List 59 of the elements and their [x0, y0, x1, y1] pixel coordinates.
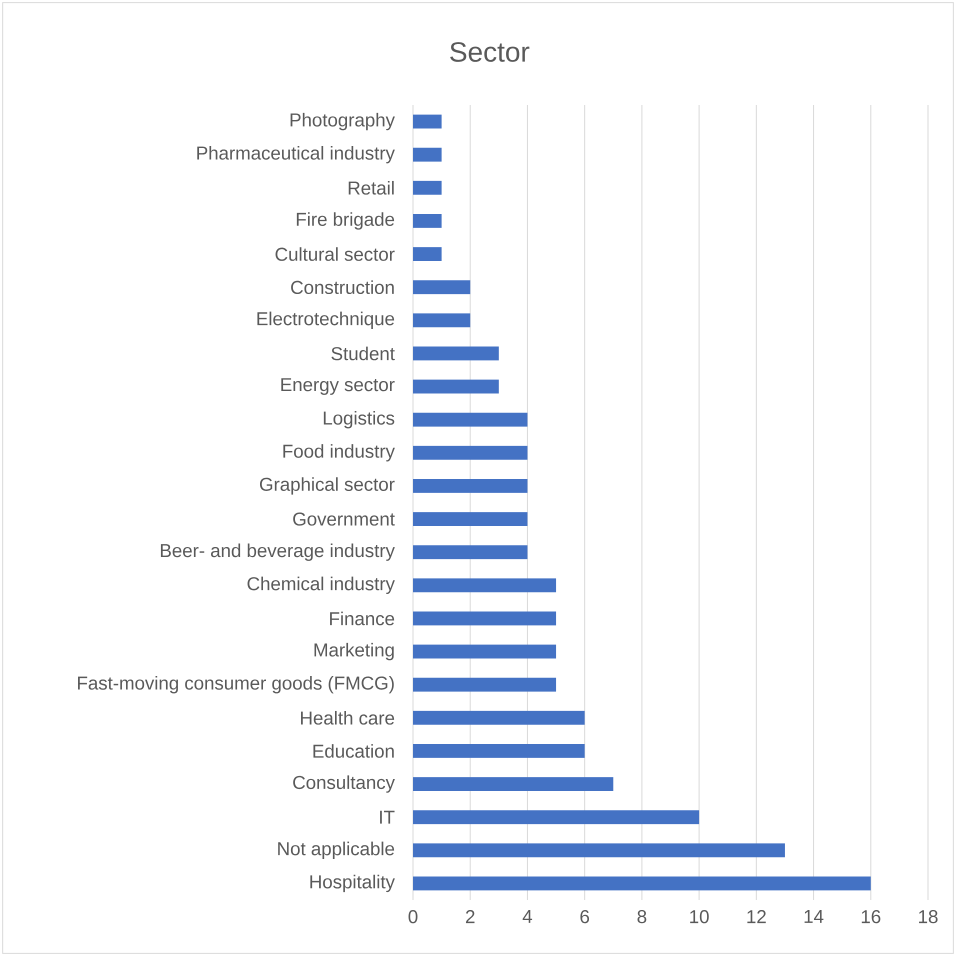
y-tick-label: Chemical industry: [248, 576, 395, 594]
x-tick-label: 2: [466, 910, 474, 924]
y-tick-label: Pharmaceutical industry: [197, 146, 395, 164]
x-tick-label: 8: [638, 910, 646, 924]
y-tick-label: Photography: [290, 112, 395, 130]
bar: [413, 313, 470, 328]
y-tick-label: Consultancy: [293, 775, 395, 793]
x-tick-label: 0: [408, 910, 418, 924]
bar: [413, 843, 785, 858]
y-tick-label: Education: [313, 744, 394, 758]
bar: [413, 247, 442, 262]
bar: [413, 876, 871, 890]
bar: [413, 710, 585, 725]
y-tick-label: Food industry: [283, 444, 395, 462]
y-tick-label: Energy sector: [281, 378, 395, 395]
y-tick-label: Graphical sector: [260, 477, 395, 495]
bar: [413, 777, 614, 792]
x-tick-label: 10: [690, 910, 709, 924]
x-tick-label: 16: [862, 910, 880, 924]
bar: [413, 545, 528, 560]
bar: [413, 346, 499, 360]
y-tick-label: Not applicable: [278, 842, 394, 860]
y-tick-label: Fast-moving consumer goods (FMCG): [78, 676, 394, 694]
y-tick-label: Electrotechnique: [257, 312, 394, 330]
bar: [413, 578, 556, 592]
y-tick-label: Logistics: [324, 410, 394, 428]
bar: [413, 412, 528, 427]
x-tick-label: 6: [580, 910, 590, 924]
y-tick-label: Retail: [348, 180, 394, 195]
bar: [413, 810, 700, 824]
x-tick-label: 18: [919, 910, 938, 924]
y-tick-label: Fire brigade: [296, 212, 394, 230]
y-tick-label: IT: [380, 810, 395, 824]
x-tick-label: 14: [804, 910, 824, 923]
y-tick-label: Finance: [330, 612, 394, 626]
bar: [413, 744, 585, 758]
bar: [413, 214, 442, 228]
x-tick-label: 12: [747, 910, 766, 924]
bar: [413, 678, 556, 692]
y-tick-label: Beer- and beverage industry: [160, 543, 395, 561]
chart-title: Sector: [450, 42, 530, 62]
bar: [413, 512, 528, 526]
bar: [413, 611, 556, 626]
bar: [413, 380, 499, 394]
y-tick-label: Construction: [291, 280, 394, 294]
bar: [413, 280, 470, 294]
y-tick-label: Government: [293, 512, 395, 526]
y-tick-label: Student: [331, 346, 395, 360]
y-tick-label: Health care: [301, 710, 394, 725]
bar: [413, 478, 528, 493]
y-tick-label: Marketing: [314, 642, 394, 660]
bar: [413, 644, 556, 659]
bar: [413, 148, 442, 162]
bar: [413, 180, 442, 195]
y-tick-label: Hospitality: [310, 874, 395, 892]
x-tick-label: 4: [522, 910, 532, 923]
bar: [413, 114, 442, 129]
y-tick-label: Cultural sector: [276, 247, 395, 261]
bar: [413, 446, 528, 460]
